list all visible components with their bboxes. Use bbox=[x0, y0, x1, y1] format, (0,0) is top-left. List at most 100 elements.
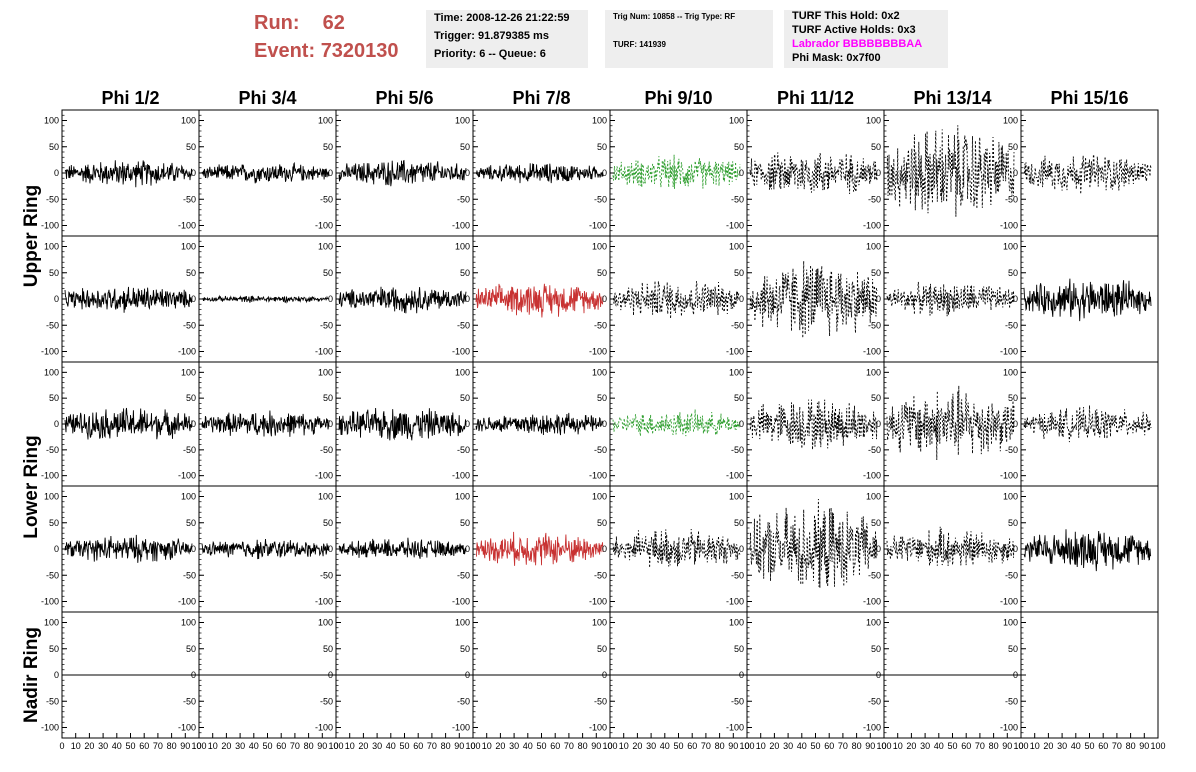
y-tick-label: 50 bbox=[734, 393, 744, 403]
y-tick-label: 50 bbox=[734, 268, 744, 278]
column-header: Phi 1/2 bbox=[101, 88, 159, 108]
y-tick-label: 100 bbox=[181, 367, 196, 377]
y-tick-label: 50 bbox=[871, 268, 881, 278]
event-line: Event: 7320130 bbox=[254, 40, 399, 63]
y-tick-label: -100 bbox=[178, 221, 196, 231]
y-tick-label: 50 bbox=[323, 393, 333, 403]
waveform-panel: -100 -50 0 50 100 bbox=[41, 485, 200, 613]
y-tick-label: 100 bbox=[318, 242, 333, 252]
y-tick-label: -50 bbox=[457, 570, 470, 580]
x-tick-label: 60 bbox=[550, 741, 560, 751]
y-tick-label: -50 bbox=[594, 570, 607, 580]
y-tick-label: 50 bbox=[323, 518, 333, 528]
y-tick-label: 100 bbox=[181, 492, 196, 502]
waveform-trace bbox=[338, 537, 467, 559]
y-tick-label: -100 bbox=[41, 347, 59, 357]
y-tick-label: -100 bbox=[452, 723, 470, 733]
waveform-trace bbox=[612, 528, 741, 568]
y-tick-label: -100 bbox=[1000, 723, 1018, 733]
waveform-panel: -100 -50 0 50 100 bbox=[452, 361, 611, 487]
y-tick-label: -50 bbox=[1005, 445, 1018, 455]
y-tick-label: 100 bbox=[455, 116, 470, 126]
turf-this-hold-text: TURF This Hold: 0x2 bbox=[792, 10, 900, 22]
x-tick-label: 20 bbox=[221, 741, 231, 751]
y-tick-label: 0 bbox=[876, 419, 881, 429]
labrador-text: Labrador BBBBBBBBAA bbox=[792, 38, 923, 50]
y-tick-label: 0 bbox=[876, 168, 881, 178]
y-tick-label: 50 bbox=[186, 142, 196, 152]
x-tick-label: 50 bbox=[399, 741, 409, 751]
x-tick-label: 100 bbox=[739, 741, 754, 751]
y-tick-label: 0 bbox=[54, 168, 59, 178]
y-tick-label: 50 bbox=[186, 644, 196, 654]
x-tick-label: 80 bbox=[852, 741, 862, 751]
y-tick-label: 100 bbox=[866, 367, 881, 377]
x-tick-label: 80 bbox=[1126, 741, 1136, 751]
x-tick-label: 40 bbox=[386, 741, 396, 751]
x-tick-label: 80 bbox=[441, 741, 451, 751]
y-tick-label: -50 bbox=[868, 570, 881, 580]
panel-frame bbox=[1020, 611, 1159, 739]
y-tick-label: 0 bbox=[191, 168, 196, 178]
panel-frame bbox=[746, 485, 885, 613]
priority-text: Priority: 6 -- Queue: 6 bbox=[434, 48, 546, 60]
waveform-trace bbox=[201, 410, 330, 437]
y-tick-label: 0 bbox=[739, 544, 744, 554]
y-tick-label: 100 bbox=[866, 492, 881, 502]
x-tick-label: 80 bbox=[989, 741, 999, 751]
y-tick-label: -50 bbox=[1005, 194, 1018, 204]
waveform-panel: -100 -50 0 50 100 bbox=[589, 235, 748, 363]
panel-frame bbox=[883, 361, 1022, 487]
trigger-panel: Trig Num: 10858 -- Trig Type: RF TURF: 1… bbox=[605, 10, 773, 68]
waveform-panel: -100 -50 0 50 100 bbox=[178, 611, 337, 739]
y-tick-label: -100 bbox=[1000, 221, 1018, 231]
column-header: Phi 13/14 bbox=[913, 88, 991, 108]
y-tick-label: 100 bbox=[866, 242, 881, 252]
y-tick-label: -100 bbox=[315, 471, 333, 481]
waveform-trace bbox=[201, 161, 330, 184]
y-tick-label: -50 bbox=[457, 445, 470, 455]
y-tick-label: -50 bbox=[457, 320, 470, 330]
y-tick-label: -100 bbox=[863, 723, 881, 733]
x-tick-label: 40 bbox=[797, 741, 807, 751]
waveform-trace bbox=[886, 526, 1015, 567]
waveform-trace bbox=[886, 125, 1015, 217]
waveform-trace bbox=[1023, 278, 1152, 322]
y-tick-label: 0 bbox=[1013, 168, 1018, 178]
y-tick-label: 100 bbox=[44, 367, 59, 377]
y-tick-label: 100 bbox=[44, 116, 59, 126]
y-tick-label: 50 bbox=[1008, 142, 1018, 152]
x-tick-label: 90 bbox=[591, 741, 601, 751]
y-tick-label: 50 bbox=[1008, 393, 1018, 403]
y-tick-label: -50 bbox=[320, 696, 333, 706]
y-tick-label: 100 bbox=[181, 242, 196, 252]
waveform-trace bbox=[749, 260, 878, 339]
y-tick-label: -50 bbox=[731, 445, 744, 455]
y-tick-label: 100 bbox=[729, 618, 744, 628]
y-tick-label: -100 bbox=[315, 347, 333, 357]
waveform-panel: -100 -50 0 50 100 bbox=[452, 611, 611, 739]
y-tick-label: -100 bbox=[41, 221, 59, 231]
column-header: Phi 5/6 bbox=[375, 88, 433, 108]
y-tick-label: -100 bbox=[726, 221, 744, 231]
y-tick-label: 0 bbox=[465, 544, 470, 554]
y-tick-label: 100 bbox=[44, 492, 59, 502]
y-tick-label: 50 bbox=[49, 393, 59, 403]
y-tick-label: 0 bbox=[876, 670, 881, 680]
x-tick-label: 30 bbox=[509, 741, 519, 751]
y-tick-label: 0 bbox=[602, 168, 607, 178]
turf-text: TURF: 141939 bbox=[613, 40, 666, 49]
y-tick-label: -50 bbox=[46, 194, 59, 204]
y-tick-label: -50 bbox=[594, 320, 607, 330]
x-tick-label: 10 bbox=[345, 741, 355, 751]
waveform-trace bbox=[886, 385, 1015, 461]
x-tick-label: 60 bbox=[687, 741, 697, 751]
waveform-trace bbox=[886, 281, 1015, 317]
y-tick-label: -100 bbox=[589, 221, 607, 231]
row-header: Upper Ring bbox=[21, 185, 42, 287]
y-tick-label: 100 bbox=[592, 492, 607, 502]
x-tick-label: 10 bbox=[71, 741, 81, 751]
y-tick-label: -50 bbox=[731, 696, 744, 706]
x-tick-label: 90 bbox=[1002, 741, 1012, 751]
x-tick-label: 80 bbox=[715, 741, 725, 751]
